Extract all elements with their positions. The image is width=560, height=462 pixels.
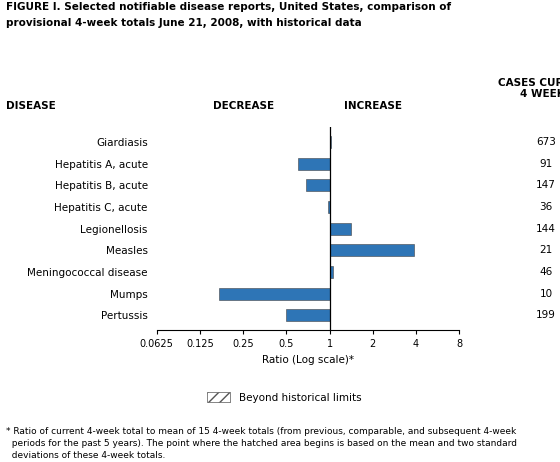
- Bar: [330, 223, 351, 235]
- Text: * Ratio of current 4-week total to mean of 15 4-week totals (from previous, comp: * Ratio of current 4-week total to mean …: [6, 427, 516, 460]
- Text: 91: 91: [539, 159, 553, 169]
- Text: 10: 10: [539, 289, 553, 298]
- Text: 144: 144: [536, 224, 556, 234]
- Text: 46: 46: [539, 267, 553, 277]
- Bar: [306, 180, 330, 191]
- Bar: [330, 266, 333, 278]
- Text: CASES CURRENT
4 WEEKS: CASES CURRENT 4 WEEKS: [498, 78, 560, 99]
- Bar: [330, 244, 414, 256]
- Bar: [330, 136, 331, 148]
- Text: INCREASE: INCREASE: [344, 101, 402, 111]
- Text: 199: 199: [536, 310, 556, 320]
- Text: DECREASE: DECREASE: [213, 101, 274, 111]
- Text: 673: 673: [536, 137, 556, 147]
- Text: 21: 21: [539, 245, 553, 255]
- Bar: [219, 288, 330, 299]
- Bar: [286, 309, 330, 321]
- Text: 147: 147: [536, 181, 556, 190]
- Text: FIGURE I. Selected notifiable disease reports, United States, comparison of: FIGURE I. Selected notifiable disease re…: [6, 2, 451, 12]
- Text: provisional 4-week totals June 21, 2008, with historical data: provisional 4-week totals June 21, 2008,…: [6, 18, 361, 29]
- Bar: [298, 158, 330, 170]
- Legend: Beyond historical limits: Beyond historical limits: [207, 392, 361, 403]
- X-axis label: Ratio (Log scale)*: Ratio (Log scale)*: [262, 355, 354, 365]
- Text: DISEASE: DISEASE: [6, 101, 55, 111]
- Text: 36: 36: [539, 202, 553, 212]
- Bar: [328, 201, 330, 213]
